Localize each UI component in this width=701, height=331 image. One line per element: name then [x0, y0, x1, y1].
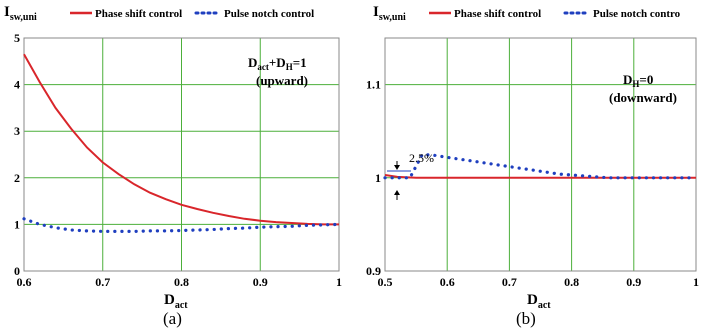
- legend-phase-label: Phase shift control: [95, 8, 182, 20]
- caption-a: (a): [163, 309, 182, 328]
- x-tick-label: 1: [693, 275, 699, 289]
- x-tick-label: 0.6: [17, 275, 32, 289]
- x-tick-labels: 0.6 0.7 0.8 0.9 1: [17, 275, 343, 289]
- chart-panel-b: Isw,uni Phase shift control Pulse notch …: [366, 4, 700, 310]
- series-group: [22, 53, 341, 233]
- caption-b: (b): [516, 309, 536, 328]
- y-axis-label: Isw,uni: [373, 4, 406, 23]
- legend-phase-label: Phase shift control: [454, 8, 541, 20]
- x-tick-label: 0.8: [564, 275, 579, 289]
- difference-label: 2.5%: [409, 151, 434, 165]
- y-tick-label: 0: [14, 264, 20, 278]
- x-axis-label: Dact: [527, 292, 551, 310]
- chart-panel-a: Isw,uni Phase shift control Pulse notch …: [4, 4, 343, 310]
- legend-pulse-label: Pulse notch contro: [593, 8, 681, 20]
- y-tick-label: 4: [14, 78, 20, 92]
- legend-pulse-label: Pulse notch control: [224, 8, 314, 20]
- grid: [24, 38, 339, 271]
- series-line-phase-shift: [384, 174, 696, 179]
- x-tick-label: 1: [336, 275, 342, 289]
- x-tick-label: 0.5: [378, 275, 393, 289]
- x-tick-label: 0.7: [502, 275, 517, 289]
- y-axis-label: Isw,uni: [4, 4, 37, 23]
- y-tick-label: 1.1: [366, 78, 381, 92]
- series-line-pulse-notch: [22, 217, 341, 233]
- y-tick-label: 3: [14, 124, 20, 138]
- series-line-pulse-notch: [383, 152, 698, 180]
- plot-frame: [23, 37, 340, 272]
- y-tick-label: 2: [14, 171, 20, 185]
- y-tick-labels: 0 1 2 3 4 5: [14, 31, 20, 278]
- x-tick-label: 0.8: [174, 275, 189, 289]
- x-axis-label: Dact: [164, 292, 188, 310]
- y-tick-label: 1: [14, 217, 20, 231]
- series-line-phase-shift: [23, 53, 339, 226]
- difference-marker: [387, 161, 411, 200]
- annotation-condition: Dact+DH=1: [248, 55, 307, 72]
- annotation-direction: (upward): [256, 73, 308, 88]
- y-tick-label: 0.9: [366, 264, 381, 278]
- y-tick-label: 5: [14, 31, 20, 45]
- x-tick-label: 0.9: [253, 275, 268, 289]
- annotation-direction: (downward): [609, 90, 677, 105]
- y-tick-labels: 0.9 1 1.1: [366, 78, 381, 278]
- x-tick-label: 0.6: [440, 275, 455, 289]
- annotation-condition: DH=0: [623, 72, 653, 89]
- plot-frame: [384, 37, 697, 272]
- x-tick-label: 0.7: [95, 275, 110, 289]
- x-tick-label: 0.9: [626, 275, 641, 289]
- series-group: [383, 152, 698, 180]
- x-tick-labels: 0.5 0.6 0.7 0.8 0.9 1: [378, 275, 700, 289]
- y-tick-label: 1: [375, 171, 381, 185]
